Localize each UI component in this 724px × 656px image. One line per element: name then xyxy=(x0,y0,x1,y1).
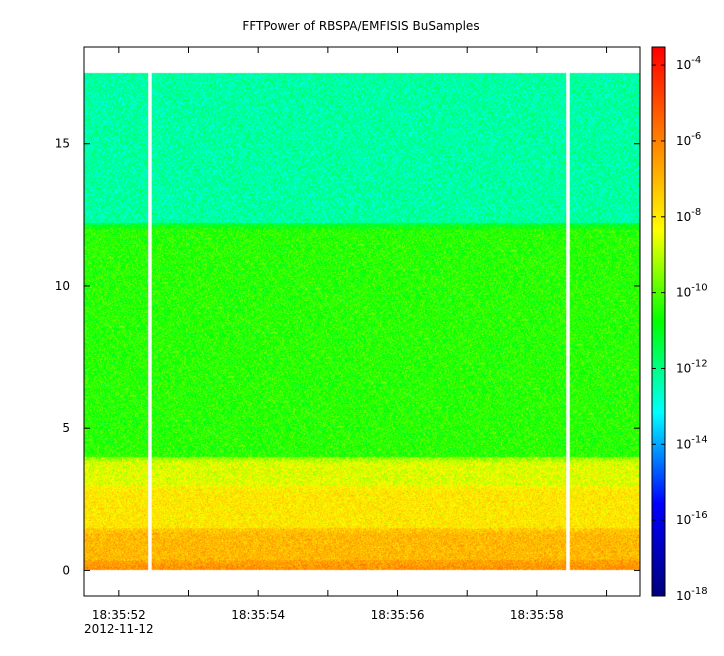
x-tick-label: 18:35:52 xyxy=(92,608,146,622)
colorbar-tick-label: 10-6 xyxy=(676,131,701,148)
spectrogram-image xyxy=(84,47,640,596)
colorbar-tick-label: 10-12 xyxy=(676,358,708,375)
y-axis: 0 5 10 15 xyxy=(55,137,640,577)
chart-title: FFTPower of RBSPA/EMFISIS BuSamples xyxy=(242,19,479,33)
x-tick-label: 18:35:54 xyxy=(231,608,285,622)
data-gap xyxy=(566,72,570,571)
y-tick-label: 15 xyxy=(55,137,70,151)
colorbar-tick-label: 10-16 xyxy=(676,510,708,527)
plot-frame xyxy=(83,46,641,597)
colorbar: 10-4 10-6 10-8 10-10 10-12 10-14 10-16 10-18 xyxy=(651,46,708,603)
x-tick-sublabel: 2012-11-12 xyxy=(84,622,154,636)
colorbar-tick-label: 10-10 xyxy=(676,283,708,300)
data-gap xyxy=(148,72,152,571)
spectrogram-area xyxy=(83,46,641,597)
colorbar-gradient xyxy=(652,47,665,596)
y-tick-label: 0 xyxy=(62,563,70,577)
y-tick-label: 5 xyxy=(62,421,70,435)
colorbar-tick-label: 10-14 xyxy=(676,434,708,451)
x-tick-label: 18:35:58 xyxy=(510,608,564,622)
colorbar-tick-label: 10-18 xyxy=(676,586,708,603)
x-tick-label: 18:35:56 xyxy=(371,608,425,622)
colorbar-tick-label: 10-4 xyxy=(676,55,701,72)
colorbar-tick-label: 10-8 xyxy=(676,207,701,224)
colorbar-frame xyxy=(651,46,666,597)
y-tick-label: 10 xyxy=(55,279,70,293)
